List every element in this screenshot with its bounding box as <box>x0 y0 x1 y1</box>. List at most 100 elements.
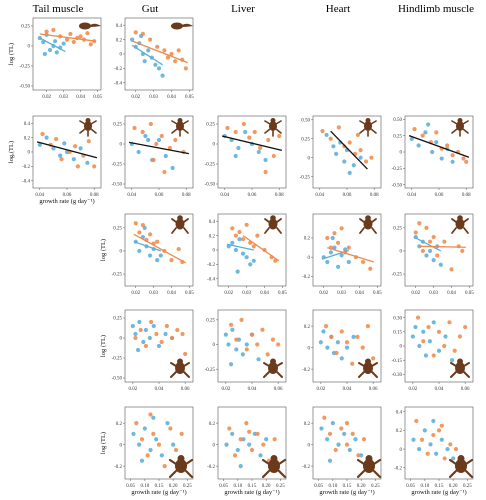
fit-line-black <box>221 135 283 152</box>
x-tick-label: 0.04 <box>248 387 257 392</box>
point-blue <box>347 447 352 453</box>
point-blue <box>327 458 333 463</box>
x-tick-label: 0.10 <box>140 484 149 489</box>
point-orange <box>155 44 160 49</box>
point-orange <box>54 136 59 142</box>
point-blue <box>51 146 56 151</box>
y-tick-label: 0 <box>120 250 123 255</box>
point-orange <box>241 121 246 127</box>
point-orange <box>151 431 156 436</box>
x-tick-label: 0.02 <box>411 291 420 296</box>
point-orange <box>251 244 256 249</box>
point-blue <box>451 456 456 461</box>
x-tick-label: 0.08 <box>275 193 284 198</box>
fit-line-black <box>330 130 368 170</box>
point-orange <box>445 143 450 148</box>
point-orange <box>421 339 426 344</box>
point-blue <box>244 342 249 347</box>
x-tick-label: 0.02 <box>319 291 328 296</box>
point-orange <box>270 337 276 342</box>
x-tick-label: 0.05 <box>185 95 194 100</box>
point-blue <box>165 421 170 426</box>
point-orange <box>457 334 463 339</box>
point-orange <box>339 329 344 334</box>
point-orange <box>162 169 167 175</box>
x-tick-label: 0.05 <box>219 484 228 489</box>
froglet-icon <box>264 118 282 137</box>
point-orange <box>137 230 142 235</box>
y-tick-label: 0.25 <box>113 123 122 128</box>
point-orange <box>361 437 367 442</box>
panel-r1c0: 0.04 0.06 0.08 0.4 0.2 0 -0.2 -0.4 logₑ(TL) growt… <box>8 115 102 205</box>
y-tick-label: 0.25 <box>301 137 310 142</box>
point-orange <box>88 42 93 47</box>
point-blue <box>428 442 433 447</box>
x-tick-label: 0.03 <box>242 291 251 296</box>
point-orange <box>92 164 97 169</box>
point-orange <box>449 267 454 272</box>
y-tick-label: 0 <box>400 448 403 453</box>
point-blue <box>158 253 163 258</box>
point-orange <box>154 141 159 147</box>
froglet-icon <box>359 118 377 137</box>
point-blue <box>434 140 439 145</box>
x-tick-label: 0.06 <box>274 387 283 392</box>
point-blue <box>344 345 350 350</box>
y-tick-label: -0.25 <box>392 167 403 172</box>
x-tick-label: 0.25 <box>371 484 380 489</box>
x-tick-label: 0.15 <box>343 484 352 489</box>
point-orange <box>427 239 433 244</box>
point-blue <box>331 144 336 149</box>
y-tick-label: 0.4 <box>24 122 31 127</box>
x-tick-label: 0.08 <box>182 193 191 198</box>
x-tick-label: 0.10 <box>328 484 337 489</box>
col-title-gut: Gut <box>142 3 159 15</box>
point-orange <box>247 429 252 434</box>
x-tick-label: 0.20 <box>262 484 271 489</box>
point-blue <box>170 165 175 171</box>
point-blue <box>264 437 269 442</box>
x-tick-label: 0.02 <box>131 95 140 100</box>
point-blue <box>258 453 263 458</box>
panel-frame <box>312 213 382 287</box>
y-tick-label: -0.50 <box>205 183 216 188</box>
point-blue <box>347 170 352 175</box>
x-tick-label: 0.05 <box>126 484 135 489</box>
adult-large-icon <box>261 455 287 479</box>
y-tick-label: 0.2 <box>116 38 123 43</box>
point-blue <box>416 143 421 148</box>
point-orange <box>355 334 360 339</box>
froglet-icon <box>171 118 189 137</box>
x-tick-label: 0.03 <box>59 95 68 100</box>
x-tick-label: 0.10 <box>233 484 242 489</box>
x-tick-label: 0.06 <box>63 193 72 198</box>
point-blue <box>37 142 42 147</box>
panel-frame <box>124 17 194 91</box>
y-tick-label: -0.25 <box>205 368 216 373</box>
panel-r3c3: 0.02 0.04 0.06 0.2 0 -0.2 <box>302 309 382 392</box>
point-orange <box>456 244 461 249</box>
x-tick-label: 0.20 <box>357 484 366 489</box>
panel-frame <box>404 213 474 287</box>
y-tick-label: 0.25 <box>206 123 215 128</box>
y-tick-label: 0 <box>213 143 216 148</box>
point-orange <box>173 447 179 453</box>
point-orange <box>450 153 455 158</box>
y-tick-label: -0.2 <box>114 465 122 470</box>
x-tick-label: 0.25 <box>463 484 472 489</box>
point-orange <box>164 323 169 329</box>
y-tick-label: -0.25 <box>392 273 403 278</box>
point-blue <box>427 339 432 344</box>
y-tick-label: -0.30 <box>392 373 403 378</box>
point-orange <box>452 348 457 353</box>
point-orange <box>168 426 173 431</box>
point-orange <box>147 232 153 237</box>
y-tick-label: 0 <box>120 143 123 148</box>
point-blue <box>411 437 416 442</box>
point-blue <box>156 66 162 71</box>
point-blue <box>133 331 138 337</box>
point-blue <box>430 149 435 155</box>
x-tick-label: 0.02 <box>221 387 230 392</box>
point-blue <box>240 352 245 357</box>
